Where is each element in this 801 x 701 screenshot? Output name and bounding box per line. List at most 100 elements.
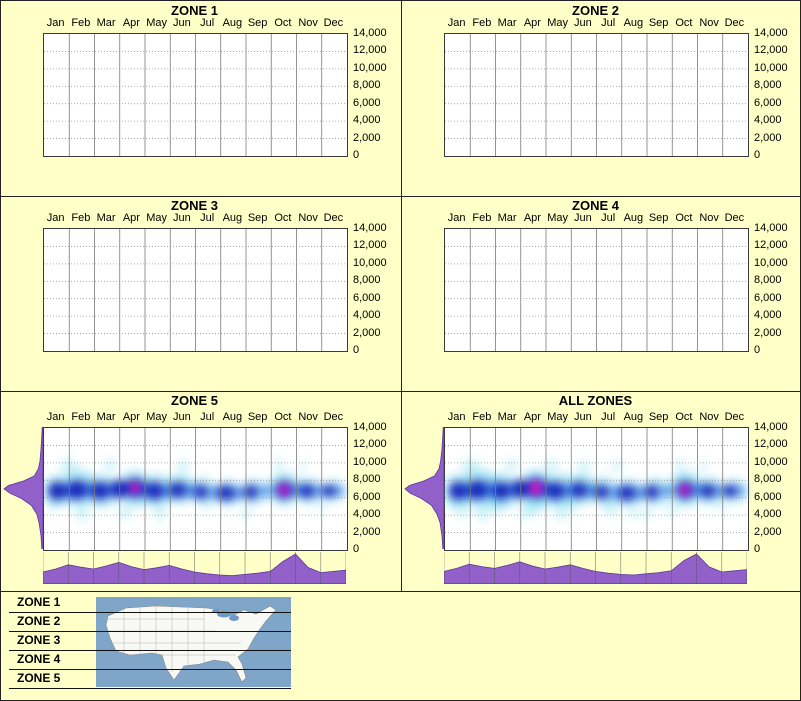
zone-legend: ZONE 1 ZONE 2 ZONE 3 ZONE 4 ZONE 5 — [1, 591, 800, 700]
density-blob — [697, 480, 718, 501]
panel-divider-row2 — [1, 391, 800, 392]
month-label-feb: Feb — [472, 411, 492, 423]
y-axis-label: 0 — [754, 149, 761, 161]
density-blob — [296, 480, 317, 501]
y-axis-label: 14,000 — [353, 421, 387, 433]
month-label-jan: Jan — [46, 17, 65, 29]
panel-zone-1: ZONE 1 Jan Feb Mar Apr May Jun Jul Aug Sep Oct Nov D… — [1, 1, 399, 196]
density-blob — [526, 479, 545, 498]
density-blob — [214, 482, 237, 505]
y-axis-label: 4,000 — [754, 508, 782, 521]
y-axis-label: 2,000 — [353, 326, 381, 339]
density-blob — [143, 478, 168, 503]
month-label-jul: Jul — [200, 212, 215, 224]
density-blob — [658, 481, 677, 500]
density-heat-layer — [44, 428, 347, 550]
month-label-dec: Dec — [323, 411, 344, 423]
month-label-may: May — [146, 17, 168, 29]
y-axis-label: 14,000 — [754, 222, 788, 234]
month-label-dec: Dec — [724, 17, 745, 29]
y-axis-label: 2,000 — [754, 131, 782, 144]
density-blob — [600, 497, 623, 520]
panel-title-zone-2: ZONE 2 — [572, 3, 619, 18]
month-label-jan: Jan — [46, 212, 65, 224]
month-label-sep: Sep — [648, 411, 669, 423]
y-axis-label: 10,000 — [353, 455, 387, 468]
panel-zone-3: ZONE 3 Jan Feb Mar Apr May Jun Jul Aug Sep Oct Nov D… — [1, 196, 399, 391]
density-blob — [87, 478, 112, 503]
panel-title-zone-4: ZONE 4 — [572, 198, 619, 213]
plot-area-zone-4 — [444, 228, 749, 352]
month-label-jul: Jul — [200, 411, 215, 423]
y-axis-label: 14,000 — [353, 222, 387, 234]
density-heat-layer — [445, 428, 748, 550]
plot-area-zone-1 — [43, 33, 348, 157]
month-label-feb: Feb — [71, 212, 91, 224]
panel-zone-5: ZONE 5 Jan Feb Mar Apr May Jun Jul Aug Sep Oct Nov D… — [1, 391, 399, 591]
month-label-nov: Nov — [298, 17, 318, 29]
y-axis-label: 10,000 — [754, 455, 788, 468]
elevation-density-violin — [404, 427, 444, 549]
month-label-aug: Aug — [222, 411, 243, 423]
month-label-apr: Apr — [523, 17, 541, 29]
month-label-oct: Oct — [274, 212, 292, 224]
month-label-jan: Jan — [447, 17, 466, 29]
month-label-aug: Aug — [623, 411, 644, 423]
density-blob — [257, 481, 276, 500]
month-label-aug: Aug — [623, 212, 644, 224]
month-label-jul: Jul — [601, 212, 616, 224]
month-label-apr: Apr — [523, 212, 541, 224]
grid-lines — [44, 229, 347, 351]
month-label-may: May — [547, 411, 569, 423]
y-axis-label: 2,000 — [353, 131, 381, 144]
density-blob — [464, 476, 491, 503]
y-axis-label: 0 — [754, 344, 761, 356]
y-axis-label: 8,000 — [353, 473, 381, 486]
y-axis-label: 12,000 — [353, 239, 387, 252]
month-label-feb: Feb — [472, 17, 492, 29]
month-label-feb: Feb — [71, 17, 91, 29]
month-label-aug: Aug — [222, 17, 243, 29]
y-axis-label: 2,000 — [353, 525, 381, 538]
grid-lines — [445, 229, 748, 351]
month-label-apr: Apr — [523, 411, 541, 423]
y-axis-label: 4,000 — [754, 114, 782, 127]
y-axis-label: 14,000 — [754, 27, 788, 39]
month-label-jan: Jan — [46, 411, 65, 423]
density-blob — [294, 460, 309, 475]
y-axis-label: 14,000 — [353, 27, 387, 39]
legend-row-3: ZONE 3 — [9, 631, 291, 651]
density-blob — [721, 481, 740, 500]
y-axis-label: 10,000 — [754, 61, 788, 74]
y-axis-label: 0 — [353, 149, 360, 161]
legend-zone-label: ZONE 4 — [17, 652, 61, 666]
grid-lines — [44, 34, 347, 156]
density-blob — [544, 478, 569, 503]
month-label-sep: Sep — [648, 17, 669, 29]
y-axis-label: 0 — [754, 543, 761, 555]
legend-zone-label: ZONE 3 — [17, 633, 61, 647]
month-label-oct: Oct — [675, 212, 693, 224]
month-label-sep: Sep — [247, 212, 268, 224]
density-blob — [100, 455, 119, 474]
y-axis-label: 8,000 — [353, 79, 381, 92]
month-label-sep: Sep — [648, 212, 669, 224]
y-axis-label: 0 — [353, 344, 360, 356]
density-blob — [270, 455, 287, 472]
y-axis-label: 6,000 — [754, 291, 782, 304]
month-label-feb: Feb — [472, 212, 492, 224]
y-axis-label: 2,000 — [754, 525, 782, 538]
density-blob — [677, 482, 692, 497]
month-label-oct: Oct — [274, 411, 292, 423]
month-label-jul: Jul — [601, 17, 616, 29]
monthly-density-area — [444, 552, 747, 584]
month-label-mar: Mar — [497, 17, 517, 29]
month-label-jun: Jun — [574, 17, 592, 29]
month-label-may: May — [547, 17, 569, 29]
panel-zone-4: ZONE 4 Jan Feb Mar Apr May Jun Jul Aug Sep Oct Nov D… — [402, 196, 800, 391]
month-label-jul: Jul — [200, 17, 215, 29]
y-axis-label: 12,000 — [754, 44, 788, 57]
y-axis-label: 4,000 — [353, 309, 381, 322]
legend-row-5: ZONE 5 — [9, 669, 291, 689]
